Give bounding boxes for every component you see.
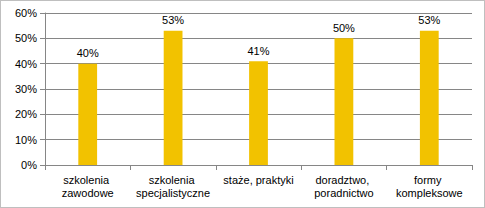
svg-text:staże, praktyki: staże, praktyki (223, 174, 293, 186)
svg-text:20%: 20% (15, 108, 37, 120)
svg-text:50%: 50% (15, 32, 37, 44)
svg-text:doradztwo,: doradztwo, (315, 174, 372, 186)
svg-text:specjalistyczne: specjalistyczne (136, 187, 210, 199)
svg-text:50%: 50% (333, 22, 355, 34)
svg-text:zawodowe: zawodowe (62, 187, 114, 199)
svg-text:poradnictwo: poradnictwo (314, 187, 373, 199)
svg-text:szkolenia: szkolenia (149, 174, 198, 186)
svg-text:formy: formy (414, 174, 445, 186)
svg-text:30%: 30% (15, 83, 37, 95)
svg-text:40%: 40% (77, 47, 99, 59)
svg-text:0%: 0% (21, 159, 37, 171)
svg-text:53%: 53% (418, 14, 440, 26)
svg-text:53%: 53% (162, 14, 184, 26)
svg-text:40%: 40% (15, 58, 37, 70)
svg-text:kompleksowe: kompleksowe (396, 187, 463, 199)
svg-text:41%: 41% (247, 45, 269, 57)
svg-text:10%: 10% (15, 134, 37, 146)
svg-text:60%: 60% (15, 7, 37, 19)
svg-text:szkolenia: szkolenia (63, 174, 112, 186)
